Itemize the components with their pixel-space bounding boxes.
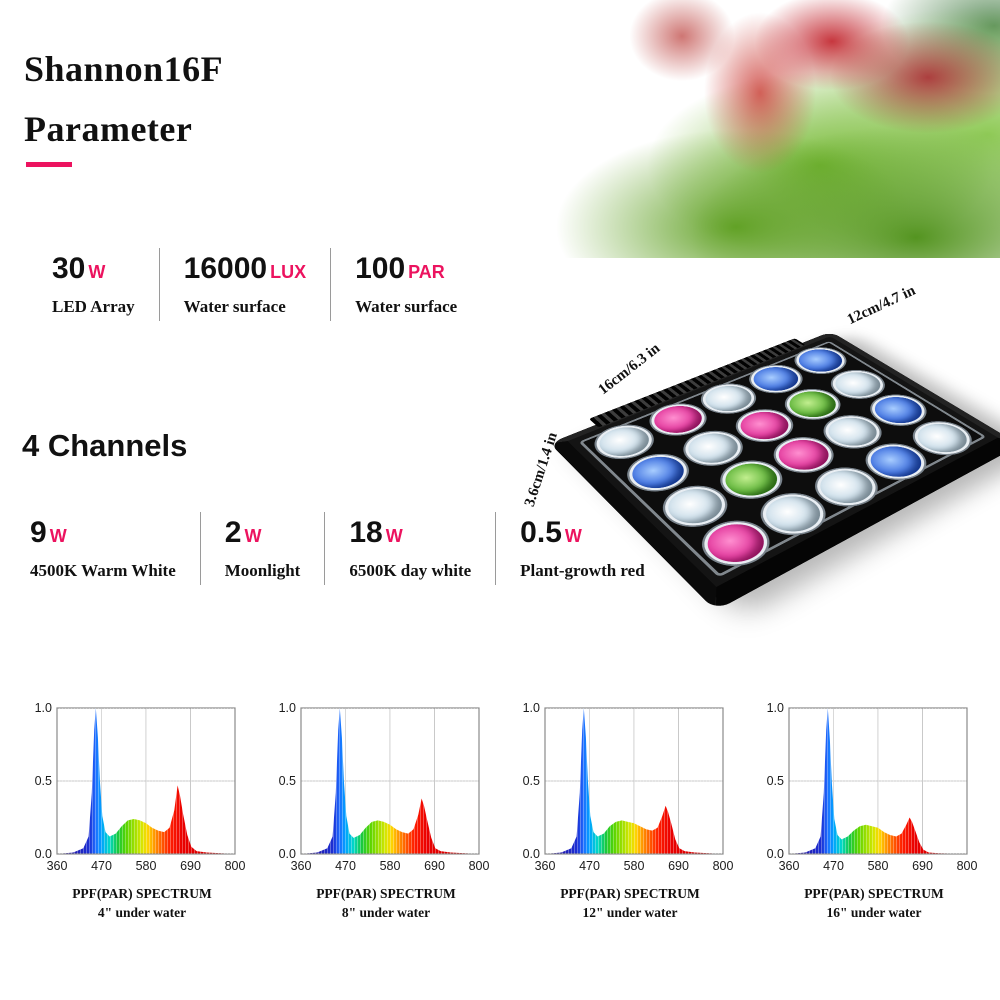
spectrum-plot: 0.0 0.5 1.0 360 470 580 690 800 bbox=[767, 701, 978, 873]
spectrum-plot: 0.0 0.5 1.0 360 470 580 690 800 bbox=[279, 701, 490, 873]
svg-text:580: 580 bbox=[624, 859, 645, 873]
product-title: Shannon16F bbox=[24, 49, 224, 89]
channel-number: 2 bbox=[224, 516, 242, 549]
svg-text:470: 470 bbox=[335, 859, 356, 873]
svg-text:690: 690 bbox=[424, 859, 445, 873]
svg-text:800: 800 bbox=[713, 859, 734, 873]
channel-unit: W bbox=[49, 526, 67, 546]
svg-text:360: 360 bbox=[47, 859, 68, 873]
divider bbox=[199, 512, 201, 585]
chart-title: PPF(PAR) SPECTRUM bbox=[316, 886, 456, 901]
svg-text:580: 580 bbox=[380, 859, 401, 873]
divider bbox=[495, 512, 497, 585]
channel-unit: W bbox=[385, 526, 403, 546]
spectrum-chart-12in: 0.0 0.5 1.0 360 470 580 690 800 PPF(PAR) SPECTR… bbox=[513, 700, 747, 922]
spec-value: 16000 LUX bbox=[184, 252, 306, 289]
svg-text:0.0: 0.0 bbox=[279, 847, 296, 861]
svg-text:0.0: 0.0 bbox=[767, 847, 784, 861]
svg-text:800: 800 bbox=[469, 859, 490, 873]
title-underline bbox=[26, 162, 72, 167]
chart-subtitle: 16" under water bbox=[826, 905, 922, 920]
svg-text:1.0: 1.0 bbox=[35, 701, 52, 715]
spec-unit: W bbox=[88, 262, 106, 282]
chart-subtitle: 4" under water bbox=[97, 905, 187, 920]
channel-value: 0.5 W bbox=[520, 516, 645, 553]
chart-title: PPF(PAR) SPECTRUM bbox=[560, 886, 700, 901]
channel-unit: W bbox=[244, 526, 262, 546]
spec-item-led-array: 30 W LED Array bbox=[30, 248, 157, 321]
chart-subtitle: 12" under water bbox=[582, 905, 678, 920]
channel-label: Moonlight bbox=[224, 561, 301, 580]
svg-text:470: 470 bbox=[91, 859, 112, 873]
channel-value: 18 W bbox=[349, 516, 471, 553]
spec-unit: LUX bbox=[270, 262, 307, 282]
svg-text:800: 800 bbox=[225, 859, 246, 873]
channel-number: 9 bbox=[30, 516, 47, 549]
aquarium-plants-photo bbox=[400, 0, 1000, 258]
channel-label: 6500K day white bbox=[349, 561, 472, 580]
divider bbox=[324, 512, 326, 585]
chart-subtitle: 8" under water bbox=[341, 905, 431, 920]
divider bbox=[330, 248, 332, 321]
svg-text:0.5: 0.5 bbox=[279, 774, 296, 788]
svg-text:470: 470 bbox=[579, 859, 600, 873]
spec-unit: PAR bbox=[408, 262, 445, 282]
channel-label: Plant-growth red bbox=[520, 561, 645, 580]
spec-number: 16000 bbox=[183, 252, 268, 285]
channel-number: 0.5 bbox=[520, 516, 562, 549]
svg-text:580: 580 bbox=[136, 859, 157, 873]
spec-item-par: 100 PAR Water surface bbox=[333, 248, 479, 321]
spectrum-chart-4in: 0.0 0.5 1.0 360 470 580 690 800 PPF(PAR) SPECTR… bbox=[25, 700, 259, 922]
spectrum-chart-8in: 0.0 0.5 1.0 360 470 580 690 800 PPF(PAR) SPECTR… bbox=[269, 700, 503, 922]
svg-text:360: 360 bbox=[779, 859, 800, 873]
divider bbox=[158, 248, 160, 321]
svg-text:0.5: 0.5 bbox=[35, 774, 52, 788]
spec-value: 100 PAR bbox=[355, 252, 457, 289]
spec-number: 30 bbox=[52, 252, 86, 285]
dimension-label-height: 3.6cm/1.4 in bbox=[521, 430, 561, 509]
svg-text:360: 360 bbox=[535, 859, 556, 873]
svg-text:0.5: 0.5 bbox=[767, 774, 784, 788]
channel-item-day-white: 18 W 6500K day white bbox=[327, 512, 493, 585]
page-title: Parameter bbox=[24, 109, 193, 149]
svg-text:0.5: 0.5 bbox=[523, 774, 540, 788]
svg-text:690: 690 bbox=[912, 859, 933, 873]
spectrum-plot: 0.0 0.5 1.0 360 470 580 690 800 bbox=[35, 701, 246, 873]
spec-value: 30 W bbox=[52, 252, 135, 289]
channels-heading: 4 Channels bbox=[22, 428, 188, 463]
channel-number: 18 bbox=[349, 516, 383, 549]
chart-title: PPF(PAR) SPECTRUM bbox=[804, 886, 944, 901]
svg-text:690: 690 bbox=[668, 859, 689, 873]
svg-text:0.0: 0.0 bbox=[523, 847, 540, 861]
svg-text:1.0: 1.0 bbox=[279, 701, 296, 715]
spec-row: 30 W LED Array 16000 LUX Water surface 100… bbox=[30, 248, 479, 321]
spec-label: Water surface bbox=[355, 297, 458, 316]
svg-text:800: 800 bbox=[957, 859, 978, 873]
svg-text:1.0: 1.0 bbox=[523, 701, 540, 715]
chart-title: PPF(PAR) SPECTRUM bbox=[72, 886, 212, 901]
svg-text:580: 580 bbox=[868, 859, 889, 873]
spec-item-lux: 16000 LUX Water surface bbox=[162, 248, 328, 321]
spectrum-plot: 0.0 0.5 1.0 360 470 580 690 800 bbox=[523, 701, 734, 873]
svg-text:690: 690 bbox=[180, 859, 201, 873]
svg-text:470: 470 bbox=[823, 859, 844, 873]
spectrum-chart-16in: 0.0 0.5 1.0 360 470 580 690 800 PPF(PAR) SPECTR… bbox=[757, 700, 991, 922]
svg-text:1.0: 1.0 bbox=[767, 701, 784, 715]
dimension-label-width: 12cm/4.7 in bbox=[844, 282, 919, 329]
spectrum-charts-row: 0.0 0.5 1.0 360 470 580 690 800 PPF(PAR) SPECTR… bbox=[25, 700, 991, 922]
channel-item-plant-red: 0.5 W Plant-growth red bbox=[498, 512, 667, 585]
channel-label: 4500K Warm White bbox=[30, 561, 176, 580]
svg-text:0.0: 0.0 bbox=[35, 847, 52, 861]
spec-label: LED Array bbox=[52, 297, 135, 316]
dimension-label-length: 16cm/6.3 in bbox=[595, 340, 664, 399]
spec-label: Water surface bbox=[183, 297, 286, 316]
spec-number: 100 bbox=[355, 252, 406, 285]
svg-text:360: 360 bbox=[291, 859, 312, 873]
channel-unit: W bbox=[564, 526, 582, 546]
